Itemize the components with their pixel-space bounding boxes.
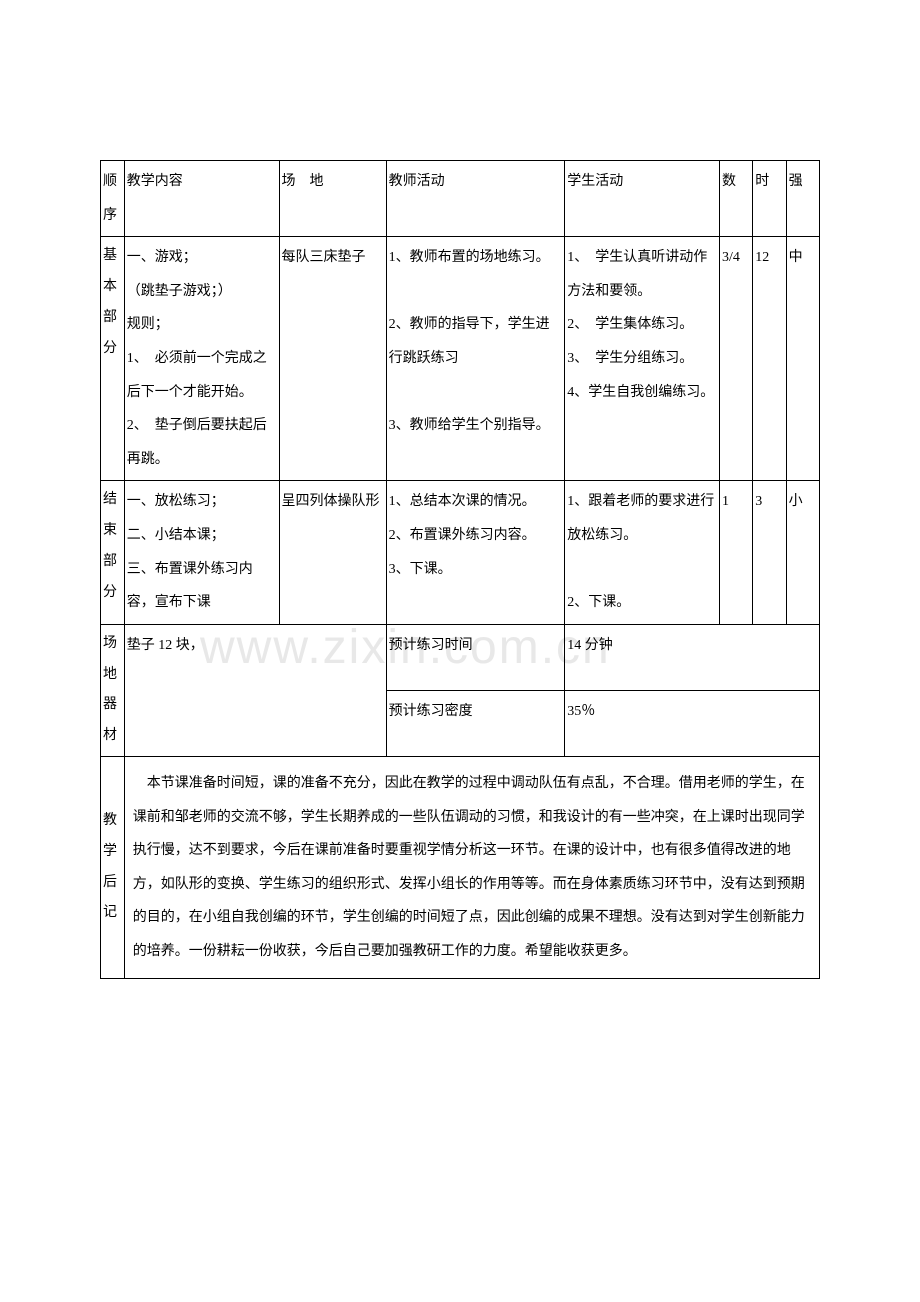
label-char: 束 xyxy=(103,516,122,547)
equipment-items: 垫子 12 块， xyxy=(124,624,386,756)
ending-content: 一、放松练习； 二、小结本课； 三、布置课外练习内容，宣布下课 xyxy=(124,481,279,624)
reflection-text: 本节课准备时间短，课的准备不充分，因此在教学的过程中调动队伍有点乱，不合理。借用… xyxy=(124,756,819,979)
label-char: 部 xyxy=(103,303,122,334)
ending-venue: 呈四列体操队形 xyxy=(279,481,386,624)
label-char: 学 xyxy=(103,837,122,868)
label-char: 基 xyxy=(103,241,122,272)
ending-section-label: 结 束 部 分 xyxy=(101,481,125,624)
label-char: 教 xyxy=(103,806,122,837)
est-density-value: 35％ xyxy=(565,690,820,756)
label-char: 记 xyxy=(103,898,122,929)
label-char: 分 xyxy=(103,334,122,365)
label-char: 后 xyxy=(103,868,122,899)
header-sequence: 顺序 xyxy=(101,161,125,237)
reflection-label: 教 学 后 记 xyxy=(101,756,125,979)
header-student: 学生活动 xyxy=(565,161,720,237)
ending-count: 1 xyxy=(719,481,752,624)
ending-teacher: 1、总结本次课的情况。 2、布置课外练习内容。 3、下课。 xyxy=(386,481,565,624)
equipment-row-1: 场地器 材 垫子 12 块， 预计练习时间 14 分钟 xyxy=(101,624,820,690)
label-char: 材 xyxy=(103,721,122,752)
lesson-plan-table: 顺序 教学内容 场 地 教师活动 学生活动 数 时 强 基 本 部 分 一、游戏… xyxy=(100,160,820,979)
label-char: 场地器 xyxy=(103,629,122,721)
basic-time: 12 xyxy=(753,237,786,481)
header-row: 顺序 教学内容 场 地 教师活动 学生活动 数 时 强 xyxy=(101,161,820,237)
basic-intensity: 中 xyxy=(786,237,819,481)
ending-intensity: 小 xyxy=(786,481,819,624)
header-count: 数 xyxy=(719,161,752,237)
label-char: 结 xyxy=(103,485,122,516)
header-teacher: 教师活动 xyxy=(386,161,565,237)
est-time-label: 预计练习时间 xyxy=(386,624,565,690)
label-char: 本 xyxy=(103,272,122,303)
lesson-plan-table-wrapper: 顺序 教学内容 场 地 教师活动 学生活动 数 时 强 基 本 部 分 一、游戏… xyxy=(100,160,820,979)
basic-teacher: 1、教师布置的场地练习。 2、教师的指导下，学生进行跳跃练习 3、教师给学生个别… xyxy=(386,237,565,481)
ending-section-row: 结 束 部 分 一、放松练习； 二、小结本课； 三、布置课外练习内容，宣布下课 … xyxy=(101,481,820,624)
ending-time: 3 xyxy=(753,481,786,624)
basic-student: 1、 学生认真听讲动作方法和要领。 2、 学生集体练习。 3、 学生分组练习。 … xyxy=(565,237,720,481)
header-content: 教学内容 xyxy=(124,161,279,237)
basic-venue: 每队三床垫子 xyxy=(279,237,386,481)
basic-section-row: 基 本 部 分 一、游戏； （跳垫子游戏；） 规则； 1、 必须前一个完成之后下… xyxy=(101,237,820,481)
label-char: 部 xyxy=(103,547,122,578)
label-char: 分 xyxy=(103,578,122,609)
est-time-value: 14 分钟 xyxy=(565,624,820,690)
header-intensity: 强 xyxy=(786,161,819,237)
ending-student: 1、跟着老师的要求进行放松练习。 2、下课。 xyxy=(565,481,720,624)
basic-section-label: 基 本 部 分 xyxy=(101,237,125,481)
basic-count: 3/4 xyxy=(719,237,752,481)
reflection-row: 教 学 后 记 本节课准备时间短，课的准备不充分，因此在教学的过程中调动队伍有点… xyxy=(101,756,820,979)
header-venue: 场 地 xyxy=(279,161,386,237)
est-density-label: 预计练习密度 xyxy=(386,690,565,756)
header-time: 时 xyxy=(753,161,786,237)
basic-content: 一、游戏； （跳垫子游戏；） 规则； 1、 必须前一个完成之后下一个才能开始。 … xyxy=(124,237,279,481)
equipment-label: 场地器 材 xyxy=(101,624,125,756)
